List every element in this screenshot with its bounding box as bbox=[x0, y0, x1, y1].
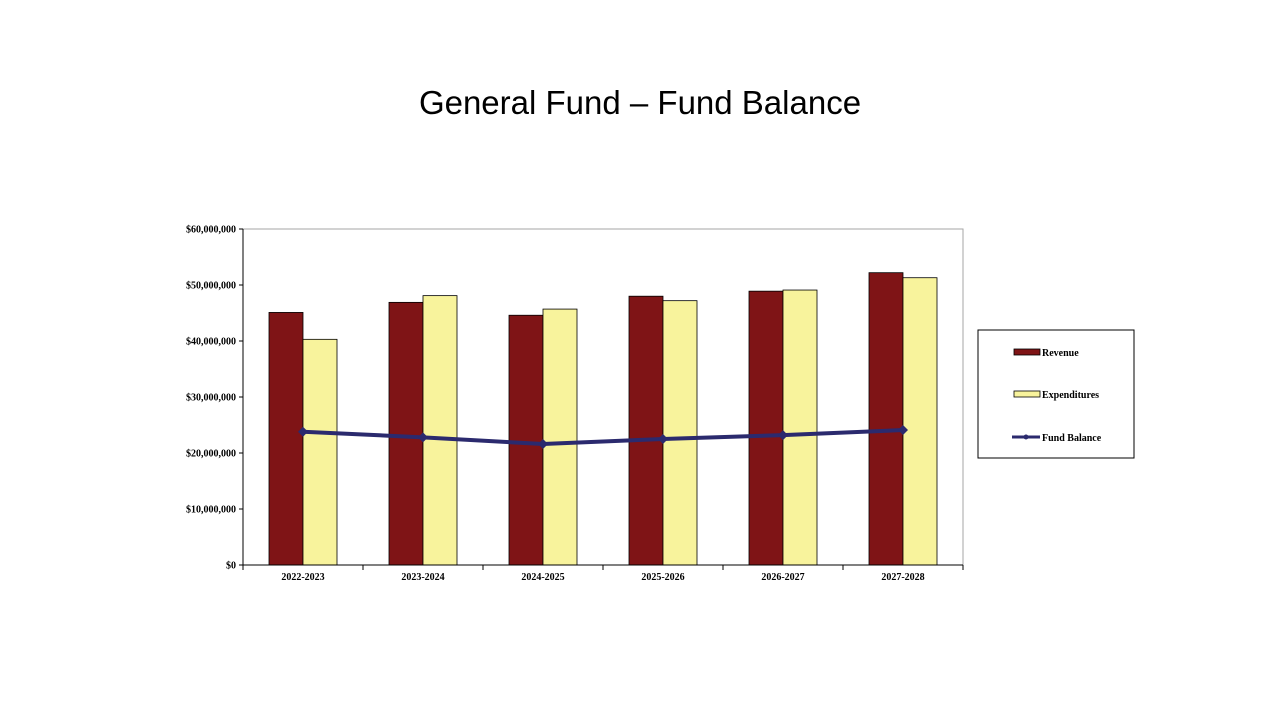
y-tick-label: $40,000,000 bbox=[186, 337, 236, 348]
bar-revenue-2027-2028 bbox=[868, 272, 904, 566]
legend-label-revenue: Revenue bbox=[1042, 348, 1079, 359]
bar-revenue-2026-2027 bbox=[748, 290, 784, 566]
point-fund-balance-2025-2026 bbox=[658, 434, 668, 444]
bar-expenditures-2022-2023 bbox=[302, 338, 338, 566]
bar-expenditures-2026-2027 bbox=[782, 289, 818, 566]
y-tick-label: $0 bbox=[226, 561, 236, 572]
point-fund-balance-2024-2025 bbox=[538, 439, 548, 450]
line-fund-balance bbox=[302, 428, 904, 447]
legend-label-expenditures: Expenditures bbox=[1042, 390, 1099, 401]
legend-swatch-revenue bbox=[1013, 348, 1041, 356]
point-fund-balance-2022-2023 bbox=[298, 426, 308, 437]
x-tick-label: 2027-2028 bbox=[881, 572, 924, 583]
slide-title: General Fund – Fund Balance bbox=[418, 84, 862, 121]
x-tick-label: 2025-2026 bbox=[641, 572, 684, 583]
x-tick-label: 2024-2025 bbox=[521, 572, 564, 583]
bar-revenue-2022-2023 bbox=[268, 312, 304, 566]
bar-expenditures-2023-2024 bbox=[422, 295, 458, 566]
legend: Revenue Expenditures Fund Balance bbox=[977, 329, 1135, 459]
legend-box bbox=[977, 329, 1135, 459]
bar-expenditures-2024-2025 bbox=[542, 308, 578, 566]
bar-expenditures-2025-2026 bbox=[662, 300, 698, 566]
y-tick-label: $20,000,000 bbox=[186, 449, 236, 460]
x-tick-label: 2022-2023 bbox=[281, 572, 324, 583]
legend-swatch-expenditures bbox=[1013, 390, 1041, 398]
bar-revenue-2025-2026 bbox=[628, 295, 664, 566]
point-fund-balance-2027-2028 bbox=[898, 425, 908, 436]
legend-marker-fund-balance bbox=[1023, 434, 1029, 440]
y-tick-label: $50,000,000 bbox=[186, 281, 236, 292]
y-tick-label: $60,000,000 bbox=[186, 225, 236, 236]
y-tick-label: $10,000,000 bbox=[186, 505, 236, 516]
point-fund-balance-2026-2027 bbox=[778, 430, 788, 441]
x-tick-label: 2023-2024 bbox=[401, 572, 444, 583]
bar-revenue-2023-2024 bbox=[388, 301, 424, 566]
legend-label-fund-balance: Fund Balance bbox=[1042, 433, 1102, 444]
bar-revenue-2024-2025 bbox=[508, 314, 544, 566]
x-tick-label: 2026-2027 bbox=[761, 572, 804, 583]
bar-expenditures-2027-2028 bbox=[902, 277, 938, 566]
plot-area bbox=[242, 228, 964, 566]
y-tick-label: $30,000,000 bbox=[186, 393, 236, 404]
point-fund-balance-2023-2024 bbox=[418, 432, 428, 443]
